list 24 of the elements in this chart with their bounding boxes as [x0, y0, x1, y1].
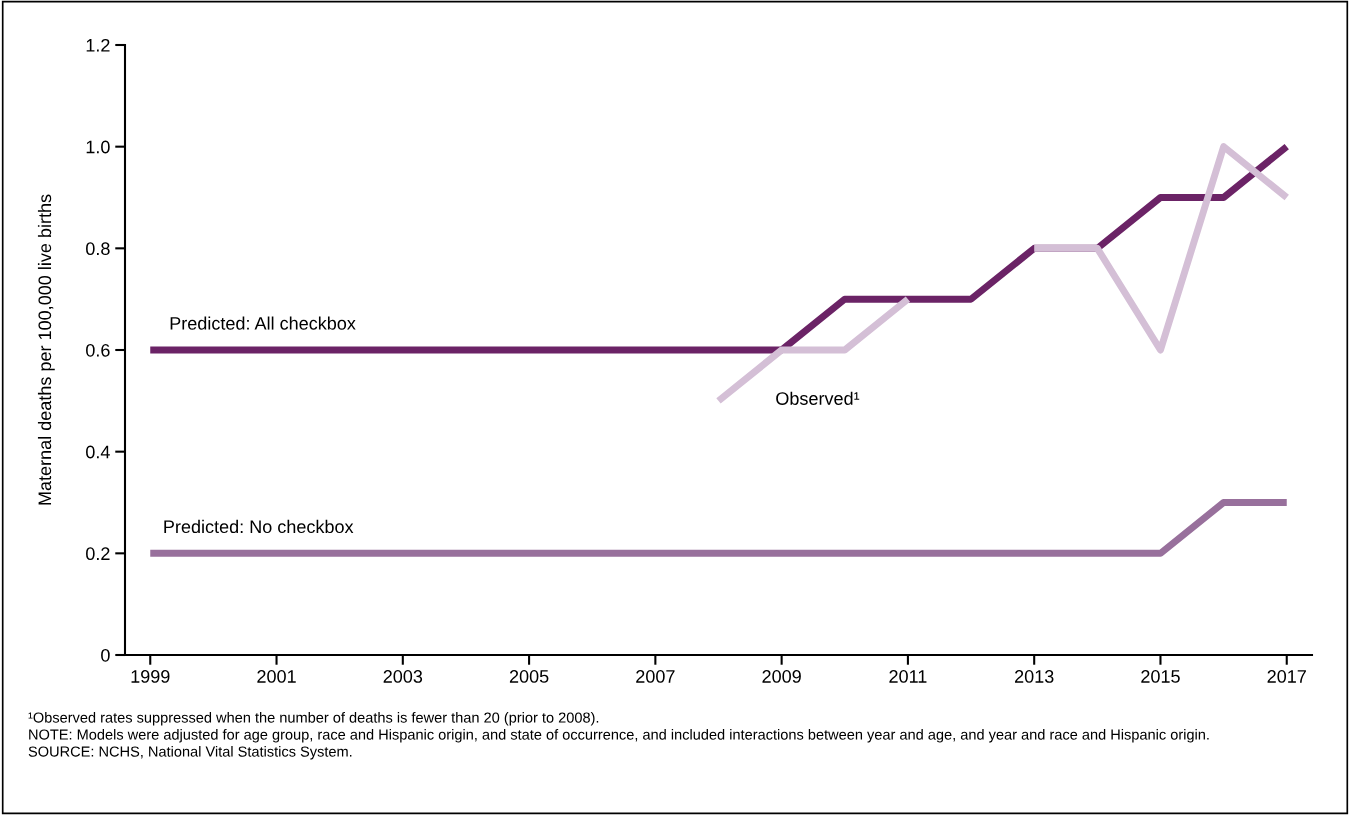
x-tick-label: 2009	[762, 670, 801, 683]
x-tick-label: 2017	[1267, 670, 1306, 683]
y-tick-label: 0.6	[86, 343, 110, 357]
y-tick-label: 1.0	[86, 140, 110, 154]
x-tick-label: 2005	[509, 670, 549, 683]
y-tick-label: 0.4	[86, 445, 110, 459]
y-tick-label: 0	[101, 648, 110, 662]
series-label: Predicted: No checkbox	[164, 519, 354, 534]
x-tick-label: 1999	[131, 670, 170, 683]
y-axis-title: Maternal deaths per 100,000 live births	[37, 194, 55, 505]
y-tick-label: 1.2	[86, 38, 110, 52]
y-tick-label: 0.2	[86, 547, 110, 561]
source-note: SOURCE: NCHS, National Vital Statistics System.	[28, 746, 352, 760]
text: NOTE: Models were adjusted for age group, race and Hispanic origin, and state of occurrence, and included interactions between year and age, and year and race and Hispanic origin.	[29, 729, 1209, 743]
x-tick-label: 2013	[1015, 670, 1054, 683]
text: ¹Observed rates suppressed when the number of deaths is fewer than 20 (prior to 2008).	[28, 712, 599, 726]
x-tick-label: 2015	[1141, 670, 1180, 683]
x-tick-label: 2011	[889, 670, 927, 683]
x-tick-label: 2001	[257, 670, 296, 683]
series-label: Predicted: All checkbox	[170, 316, 356, 330]
y-tick-label: 0.8	[86, 242, 110, 256]
x-tick-label: 2003	[383, 670, 423, 683]
series-label: Observed¹	[776, 391, 860, 405]
x-tick-label: 2007	[636, 670, 675, 683]
